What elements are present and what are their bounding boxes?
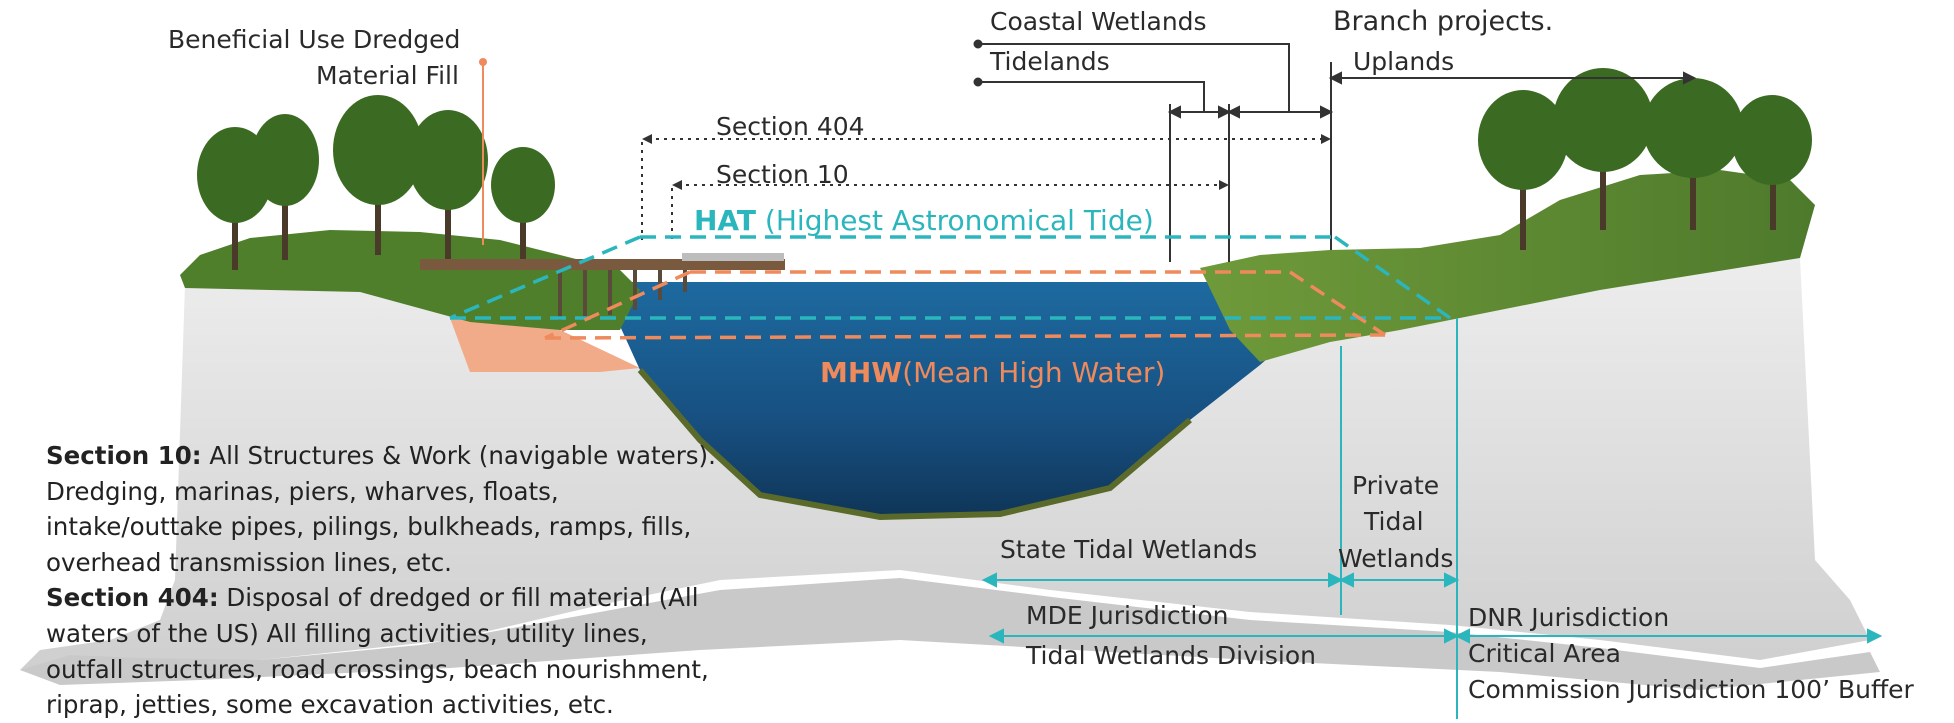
jurisdiction-arrows [981,572,1883,644]
coastal-wetlands-leader [973,39,1290,112]
commission-jurisdiction-label: Commission Jurisdiction 100’ Buffer [1468,675,1914,704]
hat-label: HAT (Highest Astronomical Tide) [694,205,1154,236]
section404-note-line3: outfall structures, road crossings, beac… [46,654,709,684]
section404-note-line1: Section 404: Disposal of dredged or fill… [46,583,699,613]
mhw-full: (Mean High Water) [902,356,1166,389]
tidelands-label: Tidelands [990,47,1110,76]
boundary-lines [1169,62,1332,262]
private-tidal-label-line3: Wetlands [1338,544,1454,573]
section-arrows [641,138,1325,240]
private-tidal-label-line1: Private [1352,471,1440,500]
section10-note-line4: overhead transmission lines, etc. [46,547,452,577]
section10-note-line1: Section 10: All Structures & Work (navig… [46,441,716,470]
hat-line [449,235,1452,320]
state-tidal-wetlands-label: State Tidal Wetlands [1000,535,1258,564]
section-10-label: Section 10 [716,160,849,189]
hat-abbr: HAT [694,204,757,237]
mhw-abbr: MHW [820,356,903,389]
tidal-wetlands-division-label: Tidal Wetlands Division [1026,641,1316,670]
branch-projects-text: Branch projects. [1333,6,1554,37]
water-body [600,282,1300,517]
dnr-jurisdiction-label: DNR Jurisdiction [1468,603,1670,632]
beneficial-use-label-line1: Beneficial Use Dredged [168,25,461,54]
section404-note-head: Section 404: [46,583,219,613]
left-trees [197,95,555,270]
section-404-label: Section 404 [716,112,865,141]
jurisdiction-lines [1340,318,1458,719]
mhw-line [544,270,1386,340]
ground-edge [20,578,1880,690]
beneficial-use-label-line2: Material Fill [316,61,459,90]
tidelands-leader [973,77,1205,112]
mhw-label: MHW(Mean High Water) [820,357,1165,388]
section10-note-line2: Dredging, marinas, piers, wharves, float… [46,476,559,506]
private-tidal-label-line2: Tidal [1364,507,1424,536]
mde-jurisdiction-label: MDE Jurisdiction [1026,601,1229,630]
critical-area-label: Critical Area [1468,639,1621,668]
section404-note-line2: waters of the US) All filling activities… [46,618,648,648]
uplands-label: Uplands [1353,47,1455,76]
dredged-fill-area [450,318,640,372]
right-trees [1478,68,1812,250]
hat-full: (Highest Astronomical Tide) [756,204,1154,237]
pier [420,253,785,320]
section10-note-line3: intake/outtake pipes, pilings, bulkheads… [46,512,692,542]
upper-arrows [1167,71,1697,119]
section404-note-line4: riprap, jetties, some excavation activit… [46,690,614,720]
coastal-wetlands-label: Coastal Wetlands [990,7,1207,36]
section-notes: Section 10: All Structures & Work (navig… [46,438,716,723]
beneficial-use-leader-dot [479,58,487,66]
channel-bed [637,368,1192,521]
section10-note-head: Section 10: [46,441,202,470]
